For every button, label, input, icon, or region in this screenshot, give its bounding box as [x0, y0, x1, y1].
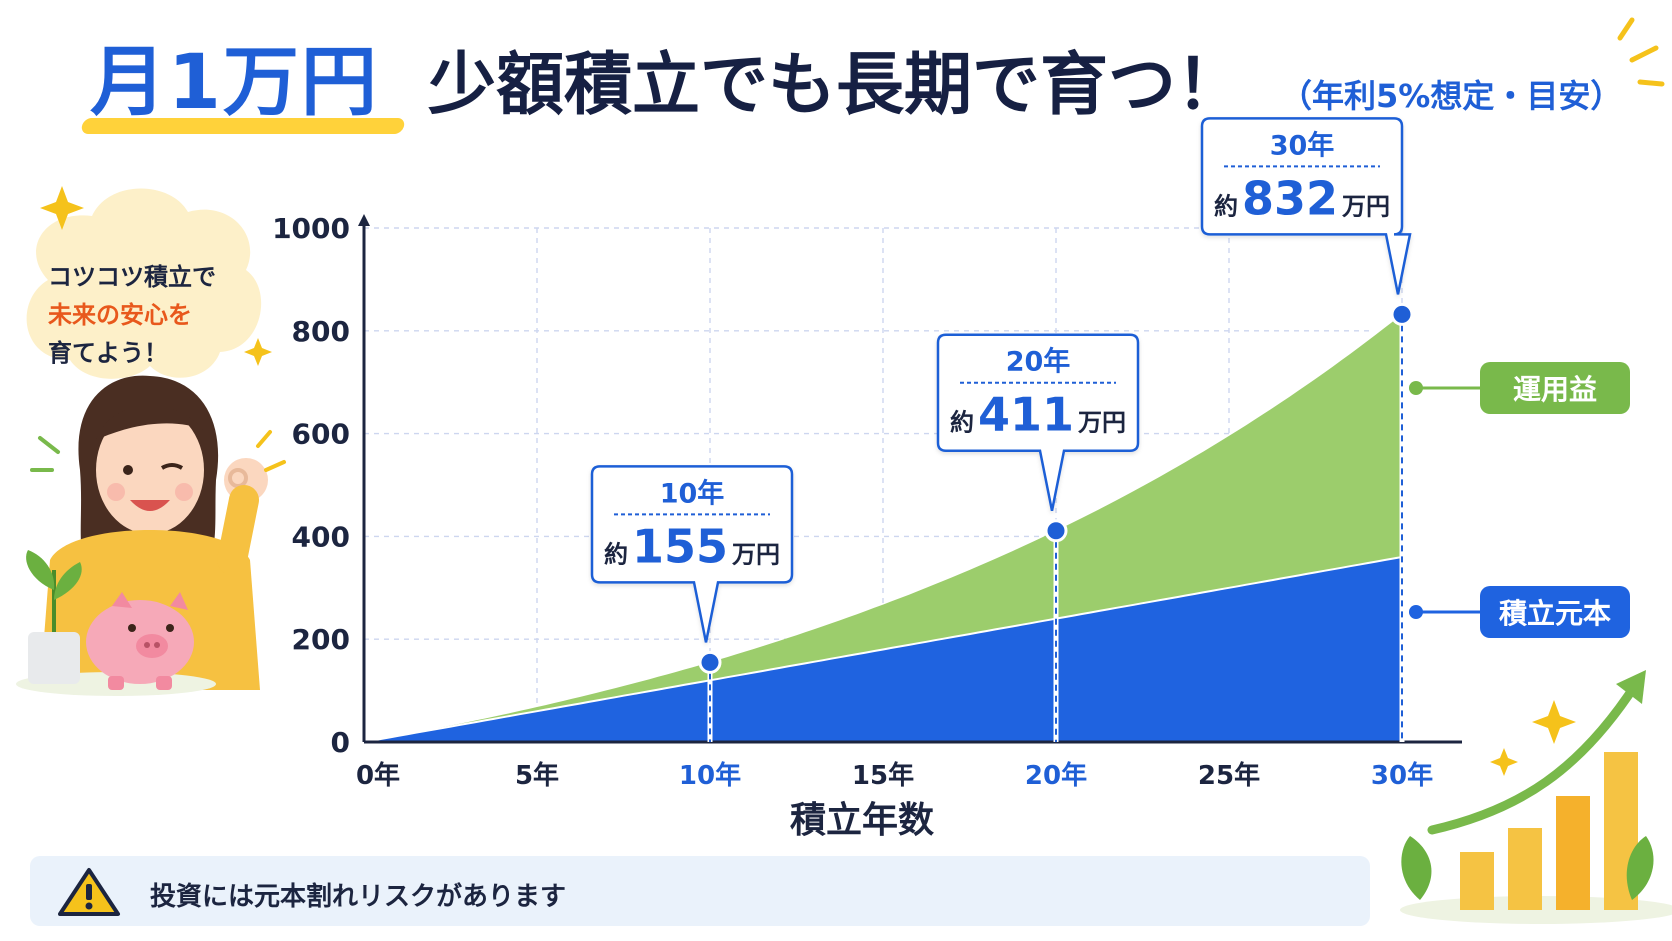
milestone-prefix: 約: [950, 409, 974, 437]
y-tick-label: 1000: [272, 212, 350, 245]
sparkle-icon: [40, 186, 272, 366]
x-tick-label: 10年: [679, 760, 741, 791]
milestone-amount: 155: [632, 519, 728, 573]
principal-edge: [363, 556, 1403, 743]
milestone-callout: [936, 333, 1140, 511]
x-tick-label: 0年: [356, 760, 400, 791]
sparkle-icon: [1490, 700, 1576, 776]
milestone-year-label: 20年: [1006, 346, 1071, 378]
milestone-value: 約155 万円: [604, 519, 780, 573]
y-tick-labels: 0 200 400 600 800 1000: [272, 212, 350, 759]
milestone-point: [698, 650, 722, 674]
title-main: 少額積立でも長期で育つ！: [428, 46, 1245, 125]
x-tick-label: 25年: [1198, 760, 1260, 791]
speech-text: コツコツ積立で 未来の安心を 育てよう！: [48, 258, 248, 372]
x-tick-label: 5年: [515, 760, 559, 791]
x-tick-labels: 0年 5年 10年 15年 20年 25年 30年: [356, 760, 1433, 791]
milestone-prefix: 約: [1214, 192, 1238, 220]
warning-text: 投資には元本割れリスクがあります: [150, 882, 567, 912]
speech-line-1: コツコツ積立で: [48, 263, 216, 291]
x-axis-label: 積立年数: [790, 800, 934, 841]
milestone-year-label: 10年: [660, 477, 725, 509]
sparkle-icon: [1617, 17, 1665, 87]
milestone-unit: 万円: [1078, 409, 1126, 437]
milestone-year-label: 30年: [1270, 129, 1335, 161]
legend-connectors: [1409, 381, 1480, 619]
milestone-amount: 832: [1242, 171, 1338, 225]
milestone-value: 約411 万円: [950, 388, 1126, 442]
milestone-prefix: 約: [604, 540, 628, 568]
y-tick-label: 600: [292, 418, 350, 451]
chart-axes: [358, 214, 1462, 744]
x-tick-label: 30年: [1371, 760, 1433, 791]
y-axis-arrow: [358, 214, 370, 226]
sparkle-lines: [30, 436, 60, 472]
y-tick-label: 400: [292, 520, 350, 553]
chart-areas: [363, 314, 1403, 743]
growth-arrow-icon: [1400, 670, 1672, 924]
y-tick-label: 800: [292, 315, 350, 348]
legend-principal-label: 積立元本: [1498, 597, 1611, 630]
x-tick-label: 20年: [1025, 760, 1087, 791]
milestone-point: [1390, 302, 1414, 326]
sparkle-lines-right: [256, 430, 286, 472]
warning-bar: 投資には元本割れリスクがあります: [30, 856, 1370, 926]
milestone-unit: 万円: [732, 540, 780, 568]
speech-line-3: 育てよう！: [48, 339, 168, 367]
milestone-amount: 411: [978, 388, 1074, 442]
title-highlight: 月1万円: [90, 37, 379, 126]
title-sub: （年利5%想定・目安）: [1280, 77, 1623, 115]
legend-principal: 積立元本: [1480, 586, 1630, 638]
x-tick-label: 15年: [852, 760, 914, 791]
milestone-unit: 万円: [1342, 192, 1390, 220]
warning-triangle-icon: [58, 868, 120, 916]
piggy-bank-icon: [86, 592, 194, 690]
speech-cloud: [26, 188, 262, 379]
y-tick-label: 0: [331, 726, 350, 759]
milestone-point: [1044, 519, 1068, 543]
legend-gain-label: 運用益: [1512, 373, 1597, 406]
milestone-value: 約832 万円: [1214, 171, 1390, 225]
legend-gain: 運用益: [1480, 362, 1630, 414]
y-tick-label: 200: [292, 623, 350, 656]
milestone-callout: [1200, 117, 1412, 295]
speech-line-2: 未来の安心を: [48, 301, 192, 329]
milestone-callout: [590, 465, 794, 643]
title: 月1万円 少額積立でも長期で育つ！ （年利5%想定・目安）: [80, 22, 1650, 134]
